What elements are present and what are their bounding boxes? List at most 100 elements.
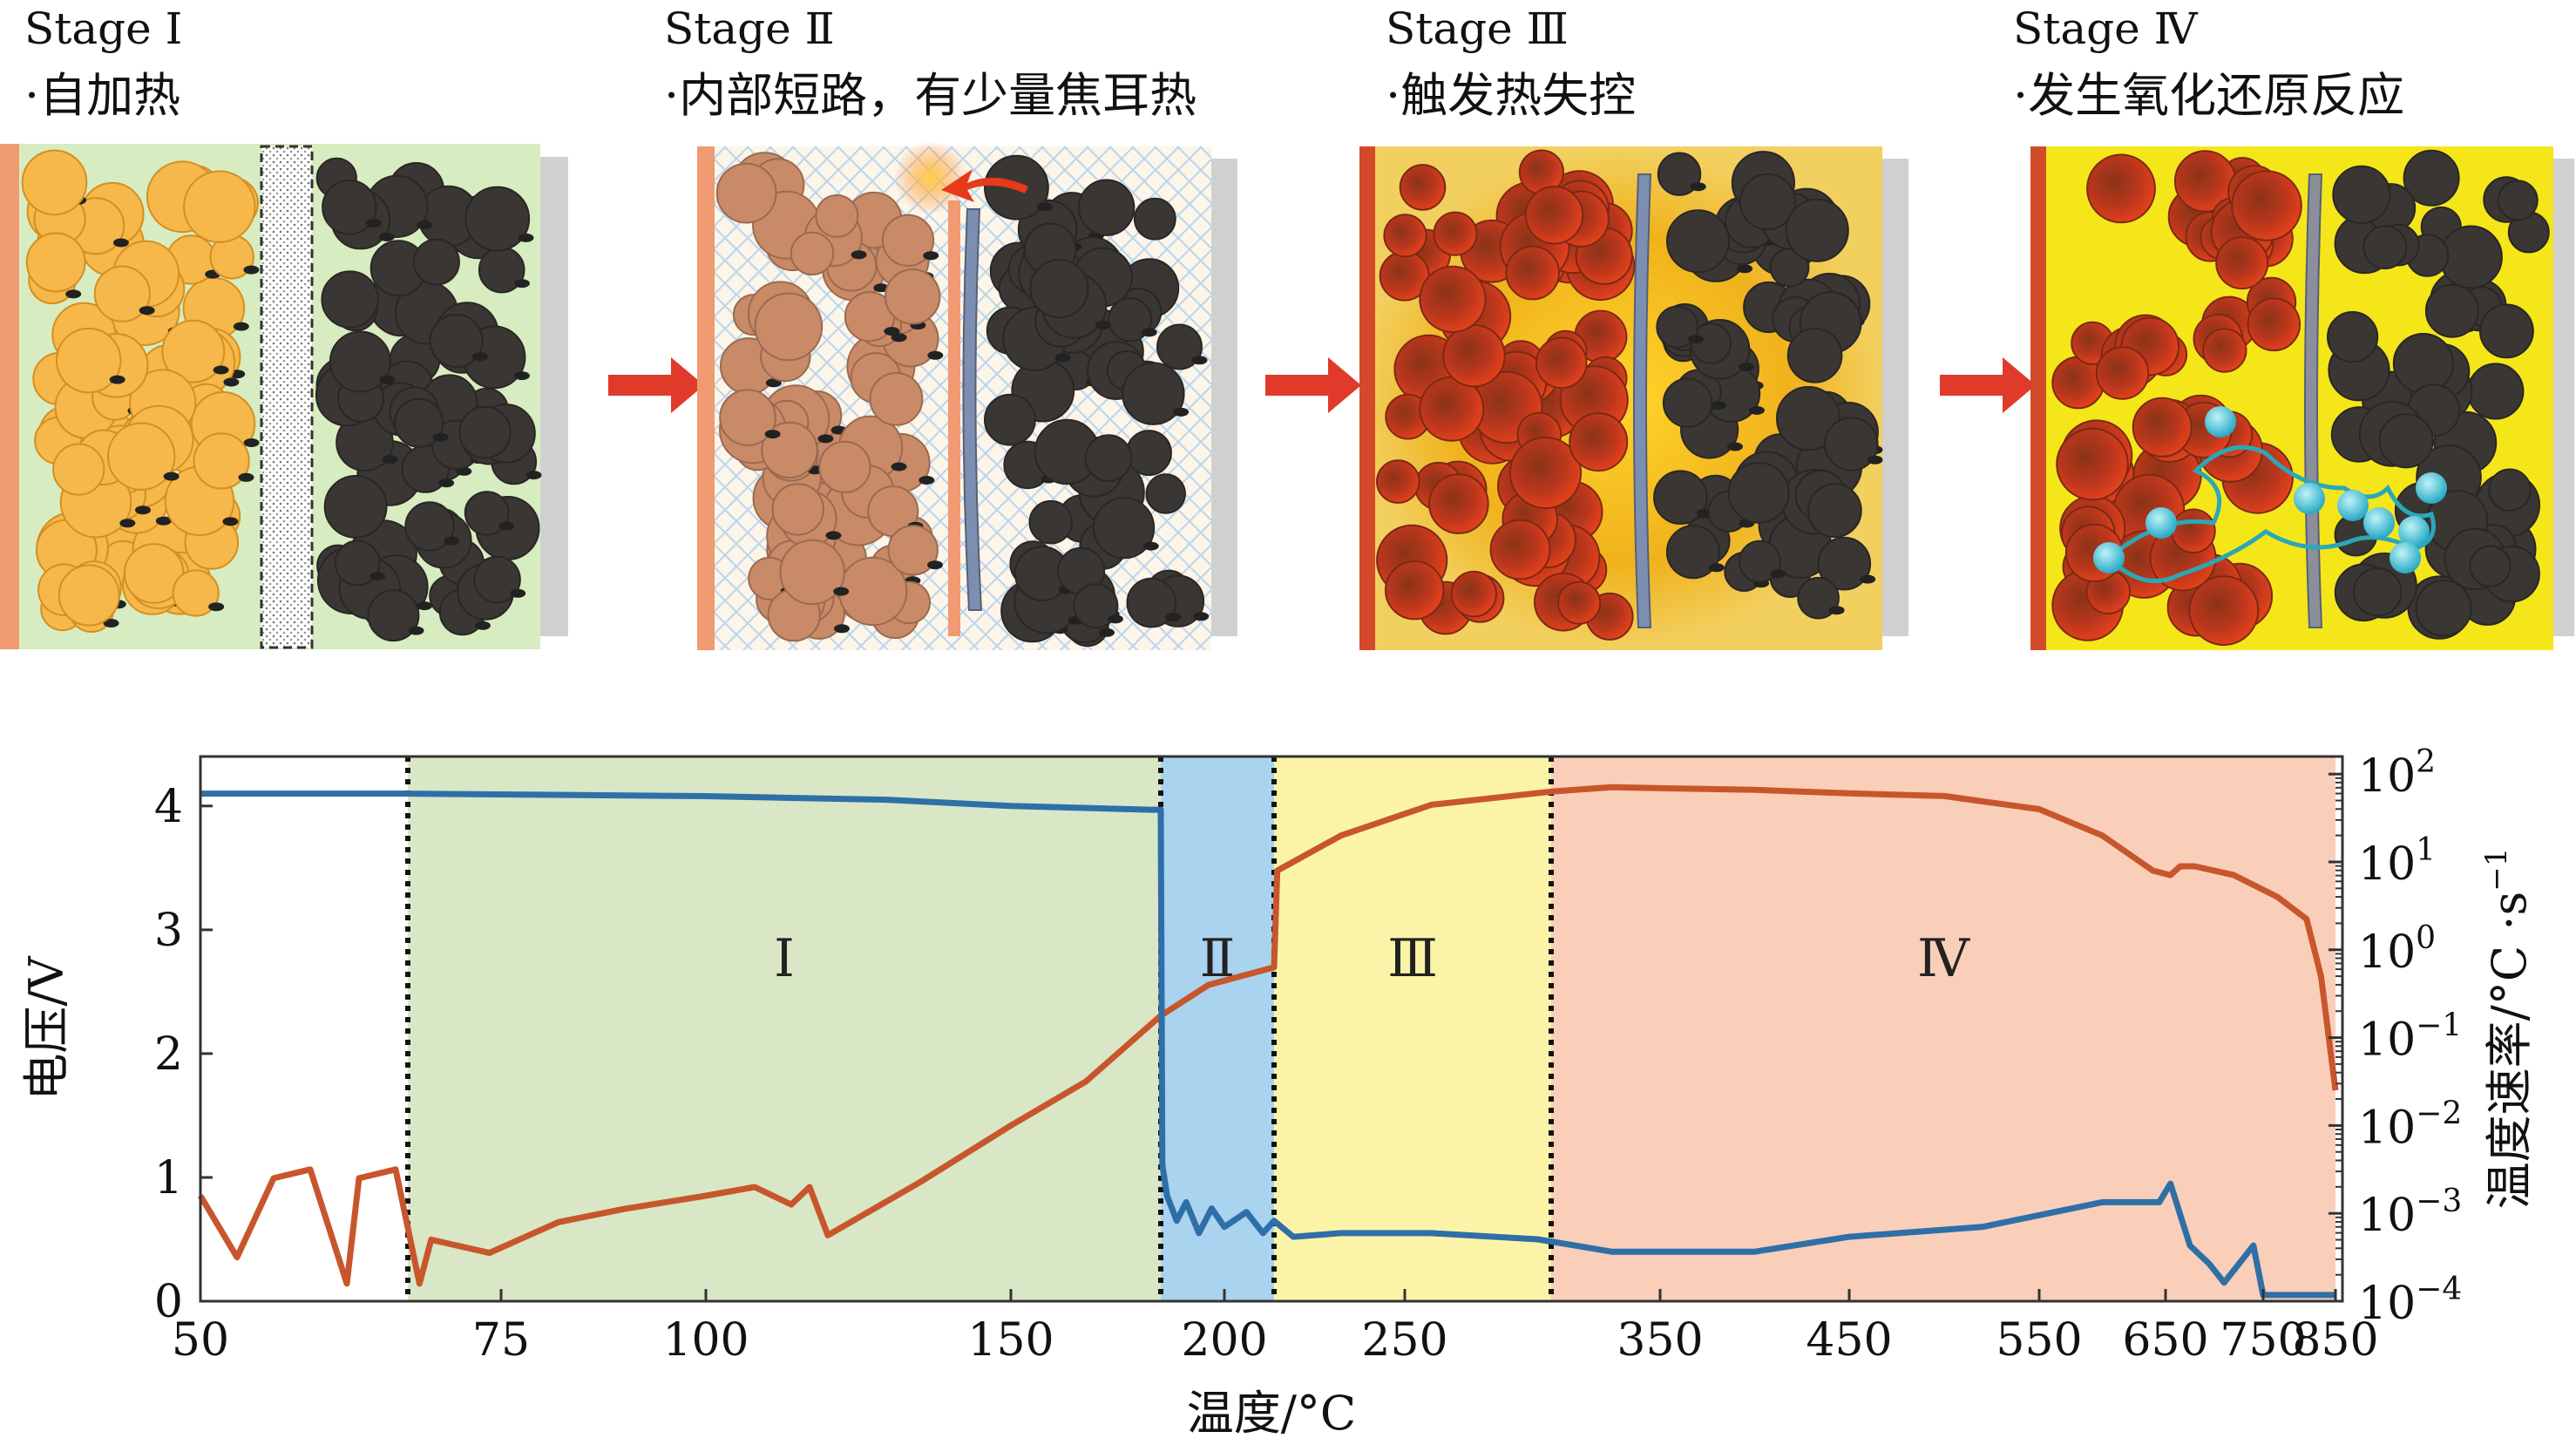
- right-y-tick-exp: −1: [2416, 1008, 2462, 1044]
- panel-4-separator: [2304, 173, 2323, 628]
- cathode-particle-binder: [139, 306, 155, 315]
- anode-particle-binder: [382, 455, 398, 465]
- cathode-particle-binder: [833, 587, 850, 596]
- cathode-particle: [2202, 328, 2247, 373]
- cathode-particle-binder: [112, 238, 129, 248]
- panel-1-anode-particles: [315, 157, 542, 642]
- cathode-particle-binder: [213, 365, 229, 375]
- anode-particle: [2378, 413, 2434, 469]
- stage-3-title: Stage Ⅲ: [1386, 3, 1569, 54]
- anode-particle: [1797, 576, 1840, 620]
- anode-particle-binder: [1737, 264, 1753, 274]
- cathode-particle: [1557, 580, 1602, 625]
- reaction-product-ball: [2390, 542, 2421, 573]
- right-y-tick-base: 10: [2358, 926, 2416, 979]
- anode-particle: [1133, 197, 1176, 241]
- cathode-particle-binder: [243, 265, 260, 275]
- left-y-tick-label: 0: [154, 1276, 183, 1328]
- region-1: [408, 756, 1161, 1301]
- anode-particle: [1125, 430, 1172, 477]
- anode-particle: [1156, 323, 1203, 370]
- anode-particle: [2353, 567, 2403, 617]
- panel-2-cathode-edge: [948, 200, 960, 636]
- anode-particle: [1078, 179, 1135, 236]
- cathode-particle-binder: [163, 471, 180, 481]
- cathode-particle: [2247, 297, 2301, 352]
- panel-3-cathode-particles: [1376, 149, 1636, 641]
- anode-particle: [1073, 583, 1119, 629]
- anode-particle: [1122, 362, 1185, 425]
- cathode-particle: [2132, 397, 2193, 458]
- anode-particle-binder: [474, 621, 491, 630]
- anode-particle-binder: [1708, 563, 1725, 573]
- cathode-particle: [1505, 245, 1560, 301]
- anode-particle: [329, 330, 391, 393]
- anode-particle: [2497, 180, 2539, 221]
- panel-stage-2: [697, 141, 1237, 650]
- anode-particle: [1108, 297, 1153, 343]
- right-y-axis-title: 温度速率/°C ·s−1: [2479, 848, 2537, 1210]
- region-3: [1274, 756, 1551, 1301]
- region-label-1: Ⅰ: [774, 928, 795, 989]
- cathode-particle-binder: [891, 462, 907, 471]
- cathode-particle: [183, 170, 256, 243]
- anode-particle: [464, 491, 510, 536]
- anode-particle-binder: [417, 601, 433, 611]
- cathode-particle-binder: [919, 476, 935, 485]
- x-tick-label: 75: [472, 1314, 530, 1367]
- cathode-particle: [2215, 236, 2269, 290]
- anode-particle-binder: [1860, 574, 1876, 584]
- reaction-product-ball: [2398, 516, 2430, 547]
- right-y-axis-title-main: 温度速率/°C ·s: [2482, 892, 2537, 1210]
- cathode-particle: [1508, 436, 1583, 510]
- cathode-particle: [815, 194, 859, 238]
- anode-particle-binder: [1141, 328, 1157, 337]
- cathode-particle-binder: [825, 531, 842, 540]
- cathode-particle-binder: [208, 602, 225, 612]
- anode-particle: [1653, 470, 1708, 526]
- x-axis-title: 温度/°C: [1187, 1386, 1357, 1441]
- anode-particle: [1657, 152, 1702, 196]
- reaction-product-ball: [2205, 406, 2236, 438]
- cathode-particle: [161, 319, 226, 383]
- cathode-particle: [2056, 427, 2129, 501]
- anode-particle: [2467, 363, 2525, 420]
- panel-3-anode-particles: [1653, 151, 1883, 620]
- anode-particle-binder: [1828, 606, 1845, 615]
- anode-particle: [464, 186, 531, 252]
- x-tick-label: 200: [1181, 1314, 1267, 1367]
- panel-2-current-collector-left: [697, 146, 715, 650]
- anode-particle: [1028, 499, 1074, 545]
- anode-particle-binder: [471, 352, 488, 362]
- anode-particle: [1727, 462, 1790, 524]
- cathode-particle-binder: [817, 434, 834, 444]
- stage-arrow-2: [1265, 357, 1361, 413]
- cathode-particle: [790, 231, 835, 276]
- cathode-particle: [1569, 412, 1629, 472]
- anode-particle: [1817, 536, 1872, 591]
- cathode-particle-binder: [223, 377, 240, 387]
- stage-2-subtitle: ·内部短路，有少量焦耳热: [664, 68, 1196, 123]
- cathode-particle: [2231, 170, 2302, 241]
- anode-particle: [1084, 434, 1133, 482]
- anode-particle: [321, 270, 379, 329]
- region-label-3: Ⅲ: [1387, 928, 1438, 989]
- panel-2-spark-arrow: [941, 169, 1028, 202]
- cathode-particle: [93, 265, 151, 322]
- stage-4-subtitle: ·发生氧化还原反应: [2013, 68, 2404, 123]
- panel-2-current-collector-right: [1211, 159, 1237, 636]
- cathode-particle-binder: [884, 327, 900, 336]
- left-y-tick-label: 4: [154, 781, 183, 833]
- stage-1-subtitle: ·自加热: [24, 68, 180, 123]
- anode-particle-binder: [1099, 628, 1115, 637]
- cathode-particle: [1442, 324, 1506, 388]
- cathode-particle: [1385, 560, 1445, 621]
- right-y-tick-label: 10−1: [2358, 1008, 2462, 1067]
- panel-1-cathode-particles: [21, 149, 260, 633]
- stage-1-title: Stage Ⅰ: [24, 3, 182, 54]
- plot-frame: [199, 755, 2344, 1303]
- region-label-4: Ⅳ: [1917, 928, 1970, 989]
- anode-particle-binder: [1173, 407, 1190, 417]
- cathode-particle: [869, 372, 924, 426]
